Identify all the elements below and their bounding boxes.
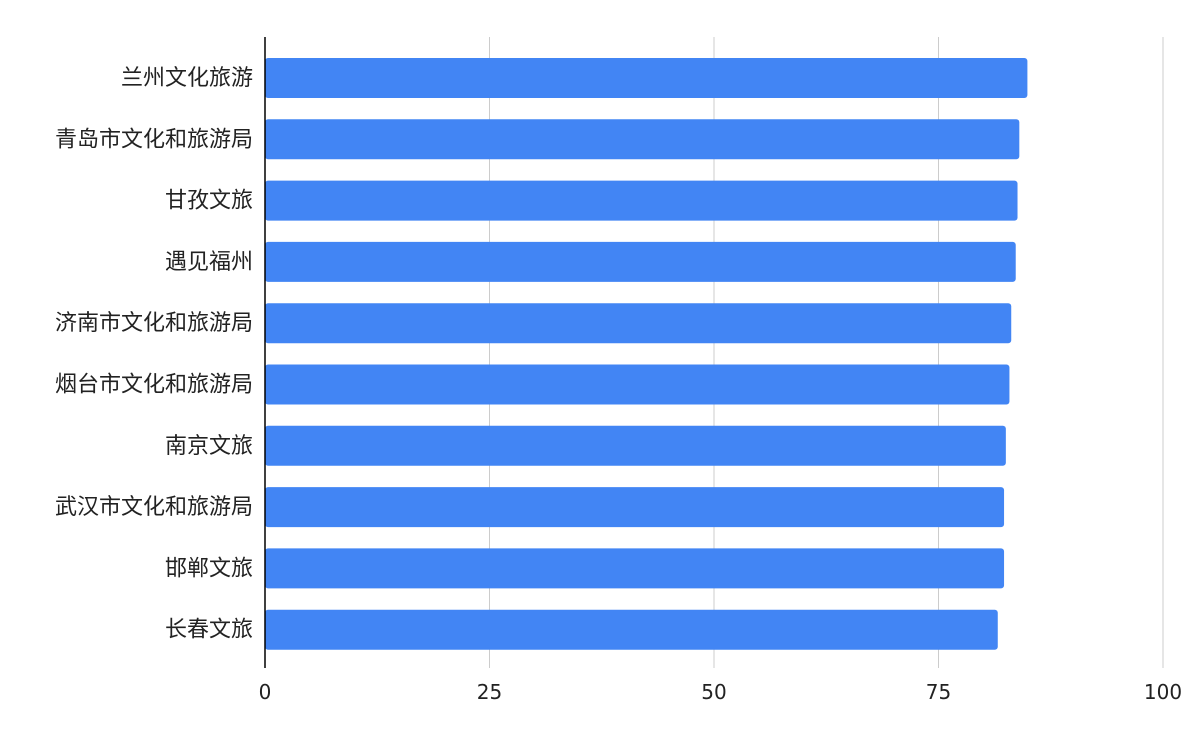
bar [265, 609, 998, 650]
bar-layer [265, 58, 1028, 650]
x-tick-label: 75 [926, 680, 951, 704]
category-label: 长春文旅 [165, 618, 253, 643]
bar [265, 364, 1010, 405]
category-label: 烟台市文化和旅游局 [55, 373, 253, 398]
category-label: 遇见福州 [165, 250, 253, 275]
bar [265, 425, 1006, 466]
category-label: 兰州文化旅游 [121, 66, 253, 91]
category-label: 甘孜文旅 [165, 189, 253, 214]
label-layer: 0 25 50 75 100 兰州文化旅游青岛市文化和旅游局甘孜文旅遇见福州济南市文化和旅… [55, 66, 1182, 704]
x-tick-label: 50 [701, 680, 726, 704]
bar [265, 241, 1016, 282]
x-tick-label: 100 [1144, 680, 1182, 704]
category-label: 南京文旅 [165, 434, 253, 459]
category-label: 济南市文化和旅游局 [55, 311, 253, 336]
bar [265, 119, 1020, 160]
category-label: 武汉市文化和旅游局 [55, 495, 253, 520]
x-tick-label: 25 [477, 680, 502, 704]
x-tick-label: 0 [259, 680, 272, 704]
category-label: 青岛市文化和旅游局 [55, 127, 253, 152]
bar [265, 487, 1005, 528]
bar [265, 58, 1028, 98]
bar [265, 548, 1005, 589]
category-label: 邯郸文旅 [165, 556, 253, 581]
bar [265, 303, 1012, 344]
bar [265, 180, 1018, 221]
